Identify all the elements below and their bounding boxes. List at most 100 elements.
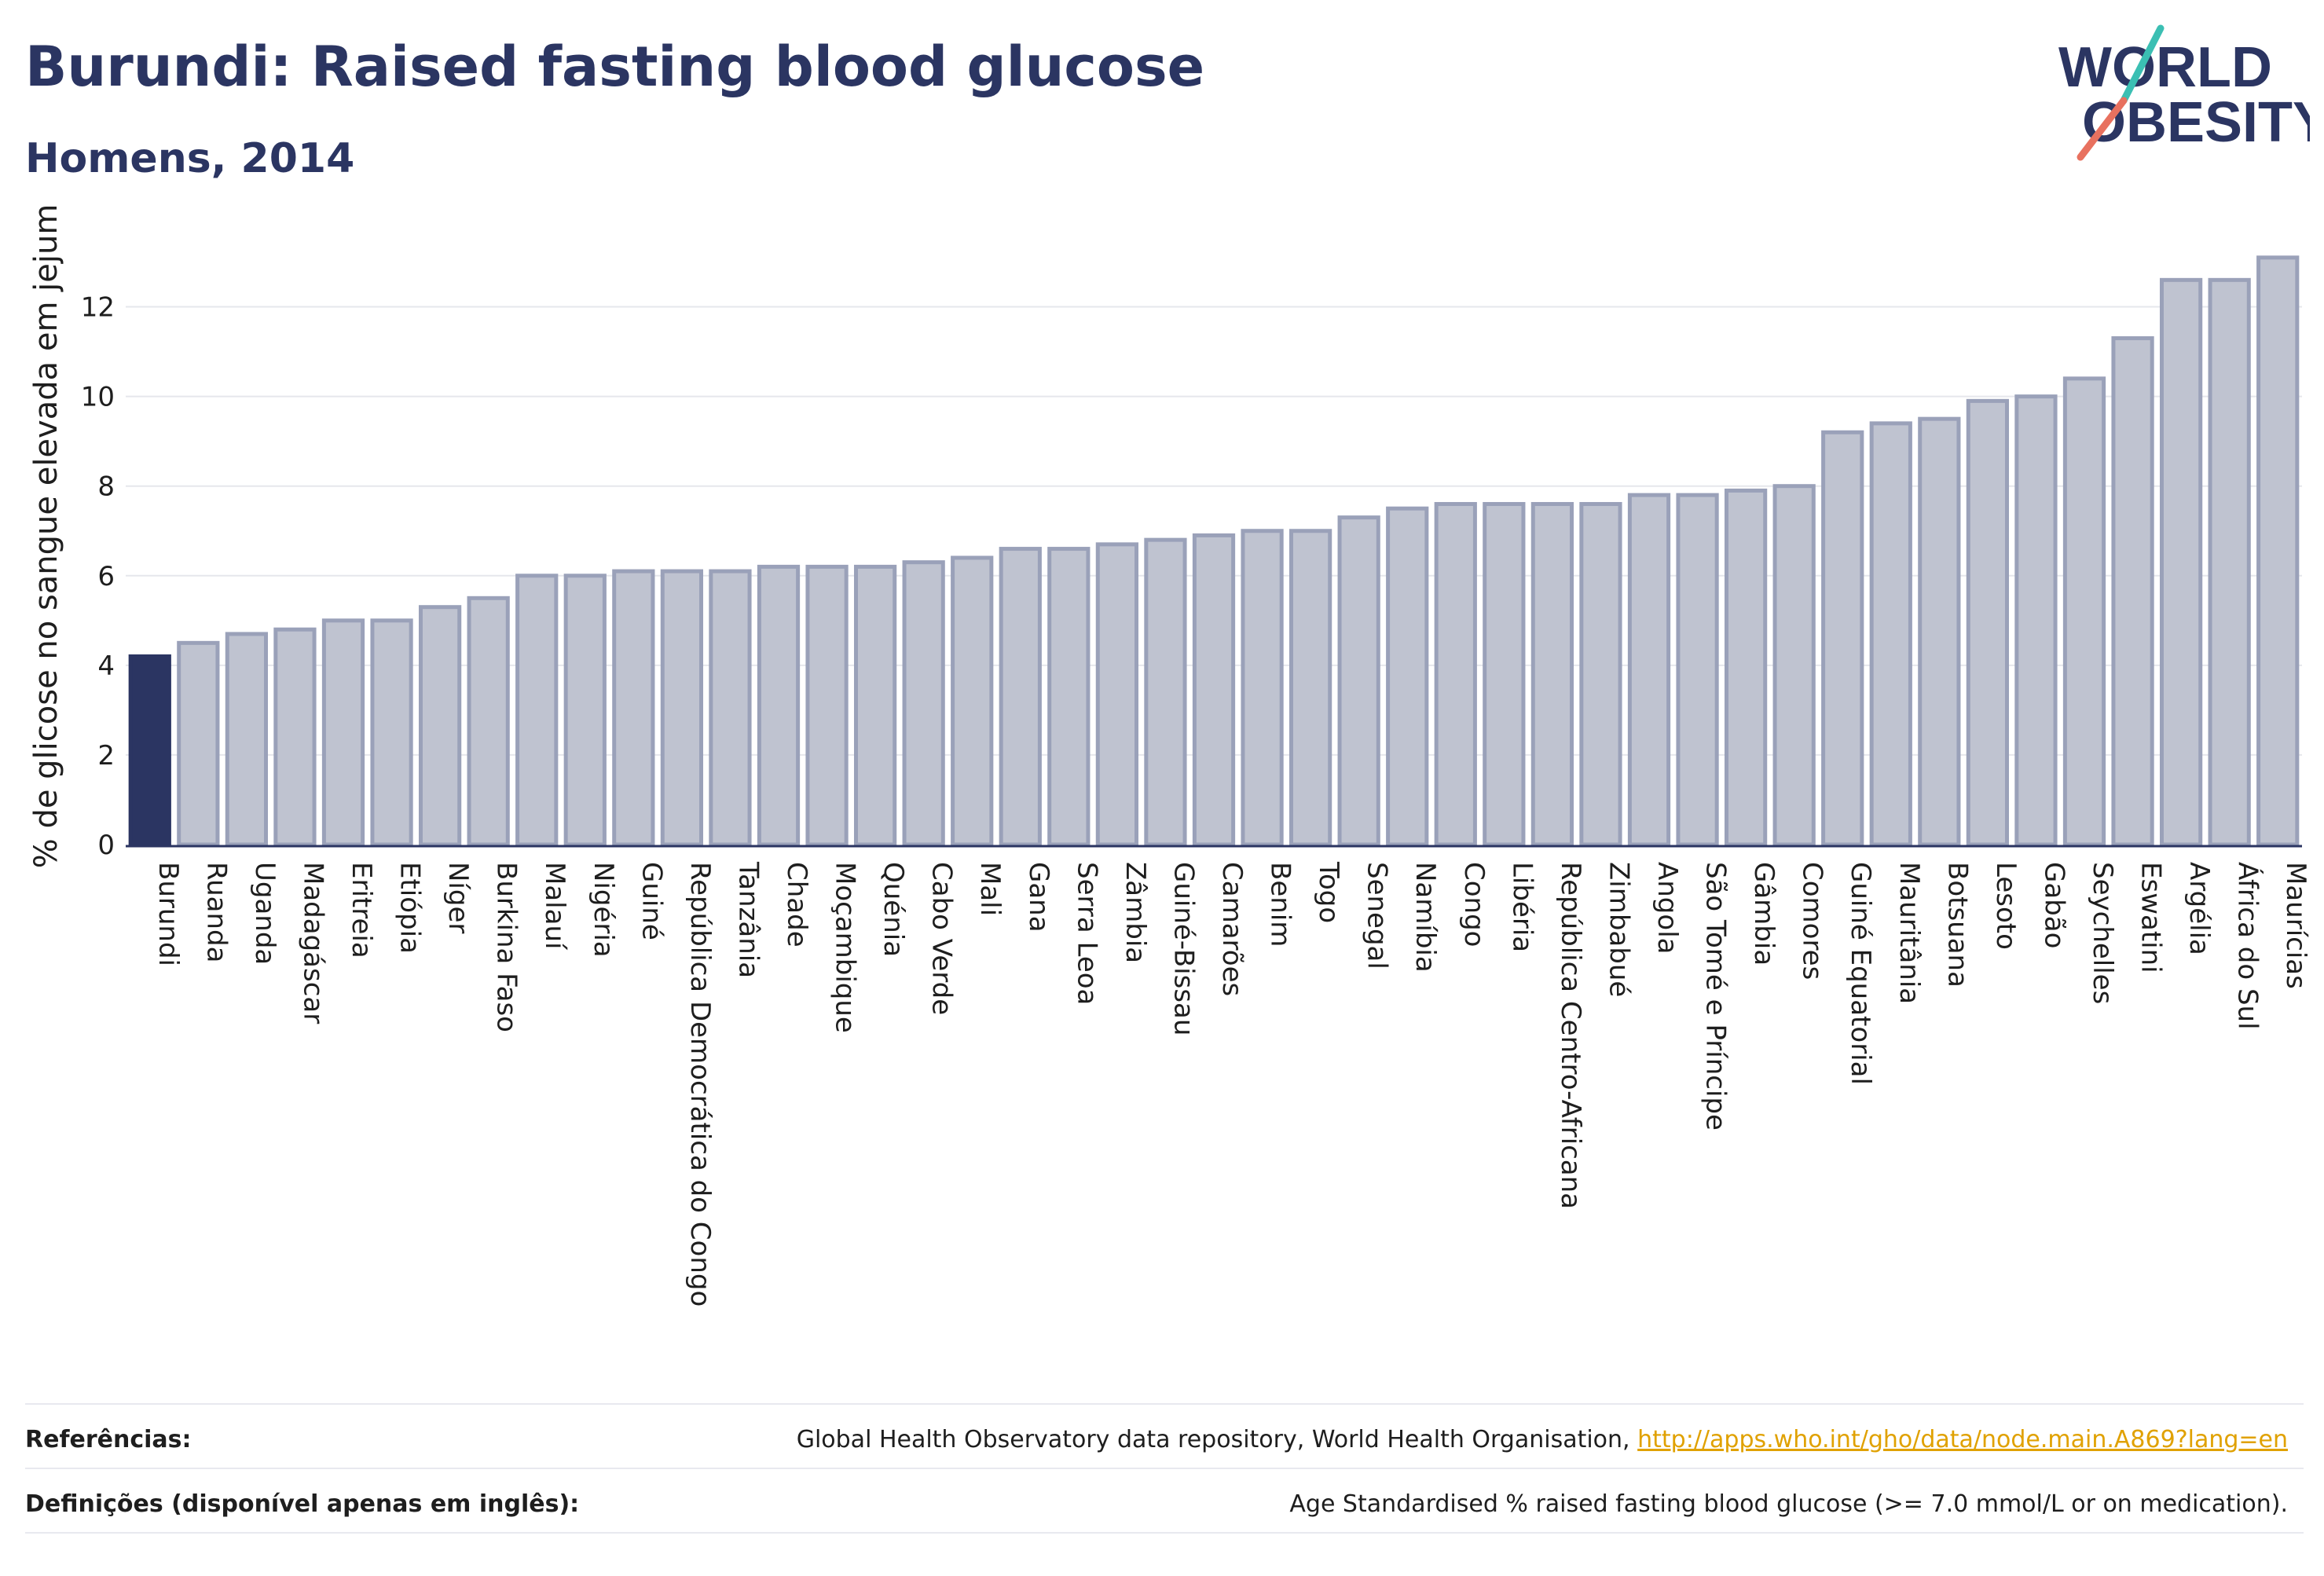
x-tick-label: Nigéria (588, 862, 619, 958)
bar-nam-bia[interactable] (1386, 506, 1429, 847)
x-tick-label: Níger (442, 862, 474, 933)
bar-madag-scar[interactable] (273, 627, 317, 847)
definitions-row: Definições (disponível apenas em inglês)… (25, 1480, 2288, 1527)
logo-slash-coral (2077, 97, 2128, 161)
bar--frica-do-sul[interactable] (2208, 277, 2251, 847)
bar-malau-[interactable] (515, 574, 559, 847)
references-link[interactable]: http://apps.who.int/gho/data/node.main.A… (1637, 1425, 2288, 1453)
x-tick-label: Etiópia (394, 862, 426, 954)
x-tick-label: Tanzânia (732, 861, 764, 978)
x-tick-label: Eswatini (2135, 862, 2167, 973)
x-tick-label: Botsuana (1941, 862, 1973, 988)
bar-togo[interactable] (1288, 529, 1332, 847)
bar-g-mbia[interactable] (1724, 488, 1768, 847)
footer-divider-middle (25, 1468, 2304, 1469)
bar-camar-es[interactable] (1192, 533, 1236, 847)
x-tick-label: Camarões (1216, 862, 1248, 996)
x-tick-label: Madagáscar (297, 862, 328, 1024)
definitions-text: Age Standardised % raised fasting blood … (1289, 1490, 2288, 1518)
bar-comores[interactable] (1772, 484, 1816, 847)
x-tick-label: Gabão (2038, 862, 2069, 948)
bar-maur-cias[interactable] (2256, 255, 2300, 847)
logo-line1: WORLD (2058, 36, 2272, 99)
bar-guin-[interactable] (612, 569, 655, 847)
x-tick-label: Namíbia (1409, 862, 1441, 973)
bar-arg-lia[interactable] (2159, 277, 2203, 847)
bar-zimbabu-[interactable] (1579, 502, 1622, 847)
chart-title: Burundi: Raised fasting blood glucose (25, 35, 1205, 99)
y-tick-label: 12 (81, 292, 115, 324)
bar-mali[interactable] (951, 555, 994, 847)
x-tick-label: Angola (1651, 862, 1683, 954)
x-tick-label: São Tomé e Príncipe (1700, 862, 1732, 1131)
bar-burundi[interactable] (128, 654, 171, 847)
bar-congo[interactable] (1434, 502, 1477, 847)
world-obesity-logo: WORLD OBESITY (2058, 24, 2310, 161)
bar-mo-ambique[interactable] (805, 564, 849, 847)
bar-botsuana[interactable] (1918, 416, 1961, 847)
bar-chart: 0 2 4 6 8 10 12 Burundi Ruanda Uganda Madagáscar E… (28, 204, 2311, 1307)
bar-senegal[interactable] (1337, 515, 1380, 847)
x-tick-label: Guiné-Bissau (1167, 862, 1199, 1035)
bar-ruanda[interactable] (177, 640, 220, 847)
bar-s-o-tom-e-pr-ncipe[interactable] (1676, 493, 1719, 847)
bar-gab-o[interactable] (2014, 394, 2058, 847)
bar-z-mbia[interactable] (1095, 542, 1139, 847)
bar-gana[interactable] (999, 547, 1042, 847)
x-tick-label: África do Sul (2232, 862, 2264, 1030)
bar-chade[interactable] (757, 564, 801, 847)
x-tick-label: Cabo Verde (926, 862, 958, 1015)
x-tick-label: Ruanda (200, 862, 232, 962)
footer-divider-bottom (25, 1532, 2304, 1534)
bar-uganda[interactable] (225, 632, 269, 847)
y-tick-label: 6 (97, 561, 115, 592)
references-value: Global Health Observatory data repositor… (797, 1426, 2288, 1453)
bar-eswatini[interactable] (2111, 335, 2154, 847)
x-tick-label: Argélia (2183, 862, 2215, 955)
bar-lib-ria[interactable] (1483, 502, 1526, 847)
x-tick-label: Libéria (1506, 862, 1538, 952)
bar-benim[interactable] (1241, 529, 1284, 847)
bar-qu-nia[interactable] (853, 564, 897, 847)
bar-guin-equatorial[interactable] (1821, 430, 1864, 847)
x-tick-label: Moçambique (830, 862, 861, 1033)
bar-eti-pia[interactable] (370, 618, 413, 847)
bar-n-ger[interactable] (418, 605, 462, 847)
bar-nig-ria[interactable] (563, 574, 607, 847)
x-tick-label: Mauritânia (1893, 862, 1925, 1004)
x-tick-label: Congo (1458, 862, 1490, 947)
bar-serra-leoa[interactable] (1047, 547, 1091, 847)
bar-guin-bissau[interactable] (1144, 537, 1187, 847)
bar-tanz-nia[interactable] (709, 569, 752, 847)
bar-seychelles[interactable] (2062, 376, 2106, 847)
x-tick-label: Comores (1797, 862, 1828, 980)
bar-lesoto[interactable] (1966, 398, 2010, 847)
y-tick-label: 10 (81, 382, 115, 413)
bar-maurit-nia[interactable] (1869, 421, 1912, 847)
logo-slash-teal (2120, 24, 2165, 104)
x-tick-label: Maurícias (2280, 862, 2311, 989)
x-tick-label: Serra Leoa (1071, 862, 1102, 1005)
x-tick-label: Quénia (878, 862, 909, 957)
bar-cabo-verde[interactable] (902, 560, 945, 847)
x-tick-label: Zâmbia (1120, 862, 1151, 963)
bar-burkina-faso[interactable] (467, 596, 510, 847)
x-tick-label: Lesoto (1990, 862, 2022, 950)
x-tick-label: Eritreia (346, 862, 377, 958)
bars (128, 255, 2300, 847)
x-tick-label: Guiné Equatorial (1845, 862, 1876, 1085)
bar-rep-blica-democr-tica-do-congo[interactable] (660, 569, 704, 847)
y-axis-ticks: 0 2 4 6 8 10 12 (81, 292, 115, 861)
bar-rep-blica-centro-africana[interactable] (1530, 502, 1574, 847)
x-tick-label: Guiné (636, 862, 667, 940)
x-tick-label: Gâmbia (1748, 862, 1780, 966)
references-text: Global Health Observatory data repositor… (796, 1425, 1630, 1453)
x-tick-label: Chade (781, 862, 812, 947)
definitions-label: Definições (disponível apenas em inglês)… (25, 1490, 580, 1518)
y-tick-label: 8 (97, 471, 115, 503)
x-tick-label: Benim (1265, 862, 1296, 947)
bar-angola[interactable] (1627, 493, 1671, 847)
x-tick-label: Burkina Faso (491, 862, 522, 1032)
x-tick-label: Zimbabué (1603, 862, 1634, 997)
bar-eritreia[interactable] (321, 618, 365, 847)
